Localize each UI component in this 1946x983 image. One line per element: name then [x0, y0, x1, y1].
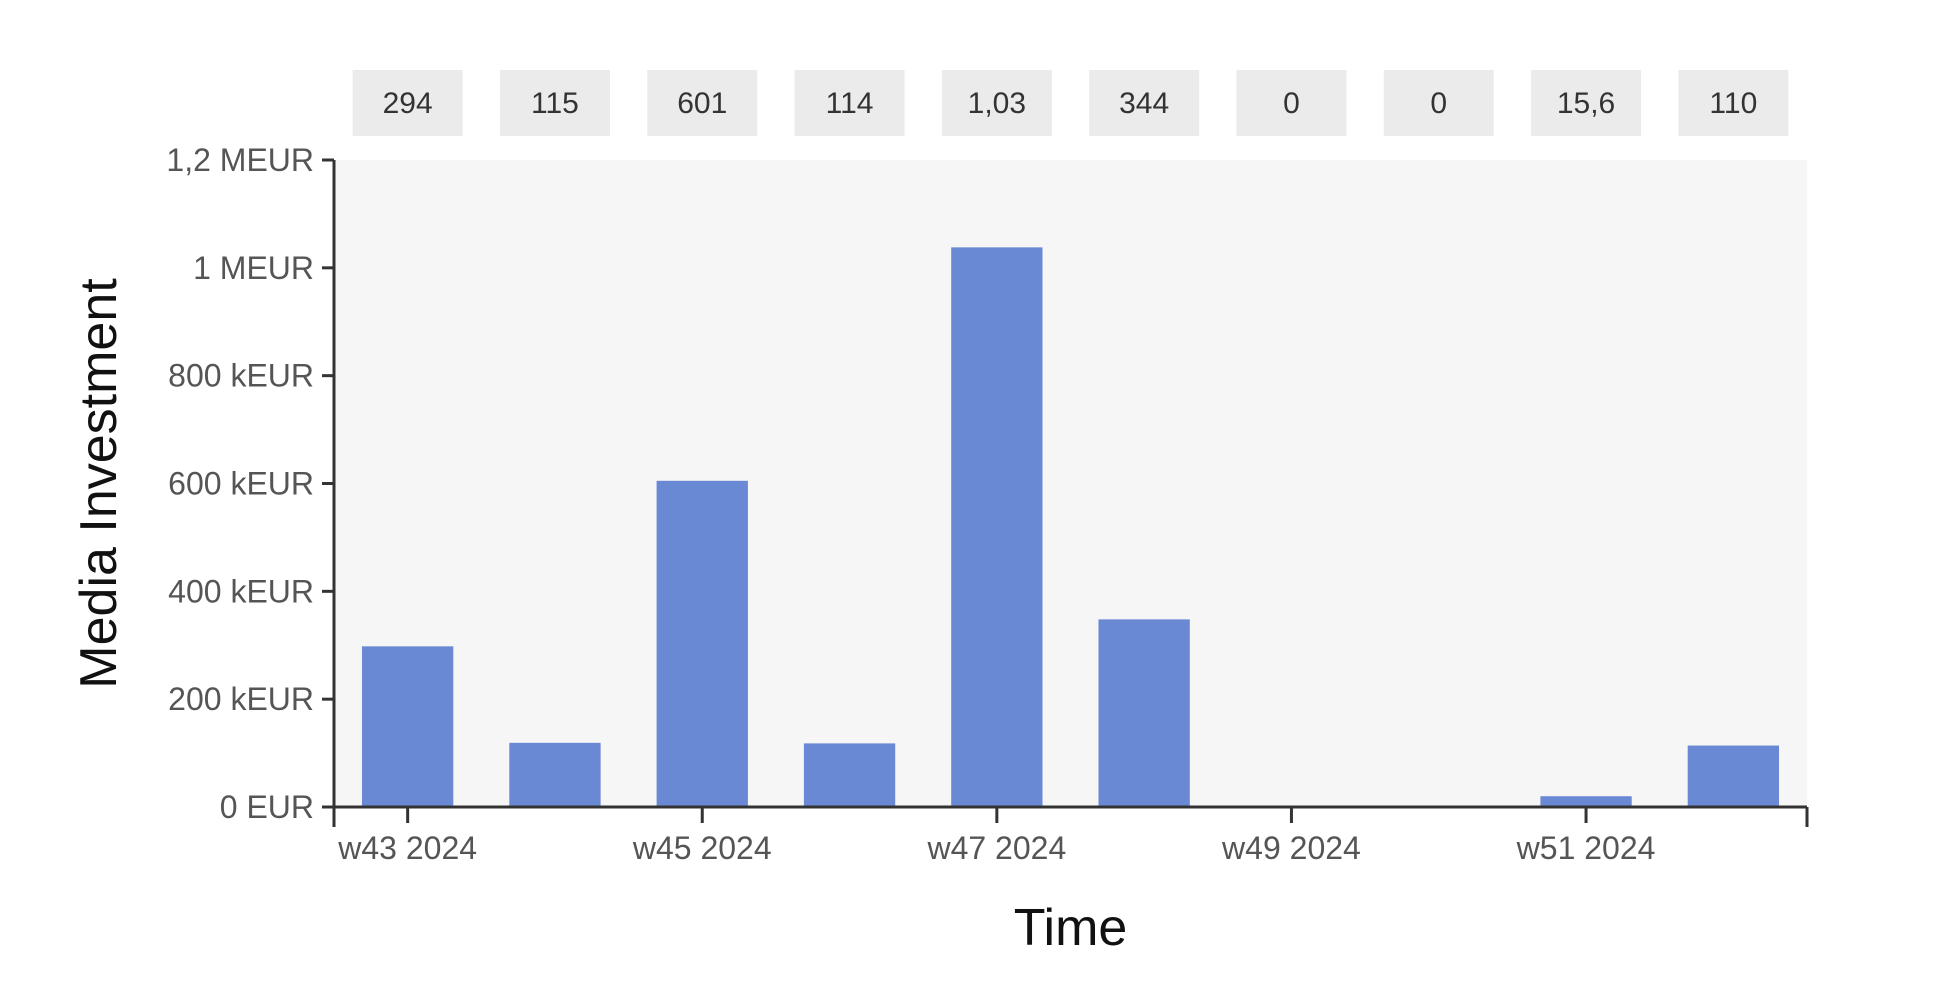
- x-tick-label: w45 2024: [632, 830, 772, 866]
- value-label-box: [499, 70, 610, 136]
- x-axis-title: Time: [1014, 899, 1128, 957]
- value-label-text: 110: [1709, 87, 1757, 120]
- value-label-text: 1,03: [968, 87, 1026, 120]
- bar-w52-2024: [1687, 745, 1780, 807]
- plot-background: [334, 160, 1807, 807]
- value-label: 110: [1678, 70, 1789, 136]
- value-label-text: 344: [1119, 87, 1169, 120]
- y-tick-label: 1 MEUR: [193, 250, 314, 286]
- x-tick-label: w47 2024: [926, 830, 1066, 866]
- value-label: 294: [352, 70, 463, 136]
- value-label-text: 601: [677, 87, 727, 120]
- x-tick-label: w43 2024: [337, 830, 477, 866]
- value-label-box: [1531, 70, 1642, 136]
- bars: [361, 247, 1780, 808]
- y-tick-label: 400 kEUR: [168, 573, 314, 609]
- bar-w47-2024: [951, 247, 1043, 808]
- bar-w51-2024: [1540, 796, 1632, 807]
- value-label: 0: [1236, 70, 1347, 136]
- value-label: 115: [499, 70, 610, 136]
- x-axis: w43 2024 w45 2024 w47 2024 w49 2024 w51 2024: [332, 805, 1809, 866]
- value-label-box: [1678, 70, 1789, 136]
- value-label-box: [352, 70, 463, 136]
- value-label: 0: [1383, 70, 1494, 136]
- value-label-text: 114: [826, 87, 874, 120]
- value-label-text: 294: [383, 87, 433, 120]
- value-label-text: 15,6: [1557, 87, 1615, 120]
- y-axis-title: Media Investment: [70, 278, 128, 689]
- bar-w46-2024: [803, 743, 896, 807]
- x-tick-label: w51 2024: [1516, 830, 1656, 866]
- value-label: 114: [794, 70, 905, 136]
- bar-w48-2024: [1098, 619, 1190, 807]
- value-label-text: 0: [1430, 87, 1447, 120]
- value-labels: 294 115 601 114 1,03 344 0 0 15,6 110: [352, 70, 1789, 136]
- value-label: 344: [1089, 70, 1200, 136]
- value-label-text: 0: [1283, 87, 1300, 120]
- value-label: 15,6: [1531, 70, 1642, 136]
- value-label: 601: [647, 70, 758, 136]
- y-tick-label: 600 kEUR: [168, 466, 314, 502]
- value-label: 1,03: [941, 70, 1052, 136]
- y-tick-label: 800 kEUR: [168, 358, 314, 394]
- bar-w45-2024: [656, 480, 748, 807]
- value-label-text: 115: [531, 87, 579, 120]
- value-label-box: [941, 70, 1052, 136]
- y-tick-label: 0 EUR: [220, 789, 314, 825]
- y-tick-label: 1,2 MEUR: [166, 142, 314, 178]
- value-label-box: [1089, 70, 1200, 136]
- y-tick-label: 200 kEUR: [168, 681, 314, 717]
- value-label-box: [1236, 70, 1347, 136]
- value-label-box: [647, 70, 758, 136]
- bar-w44-2024: [509, 742, 601, 807]
- bar-w43-2024: [361, 646, 454, 807]
- value-label-box: [794, 70, 905, 136]
- value-label-box: [1383, 70, 1494, 136]
- y-axis: 0 EUR 200 kEUR 400 kEUR 600 kEUR 800 kEUR 1 M…: [166, 142, 336, 825]
- x-tick-label: w49 2024: [1221, 830, 1361, 866]
